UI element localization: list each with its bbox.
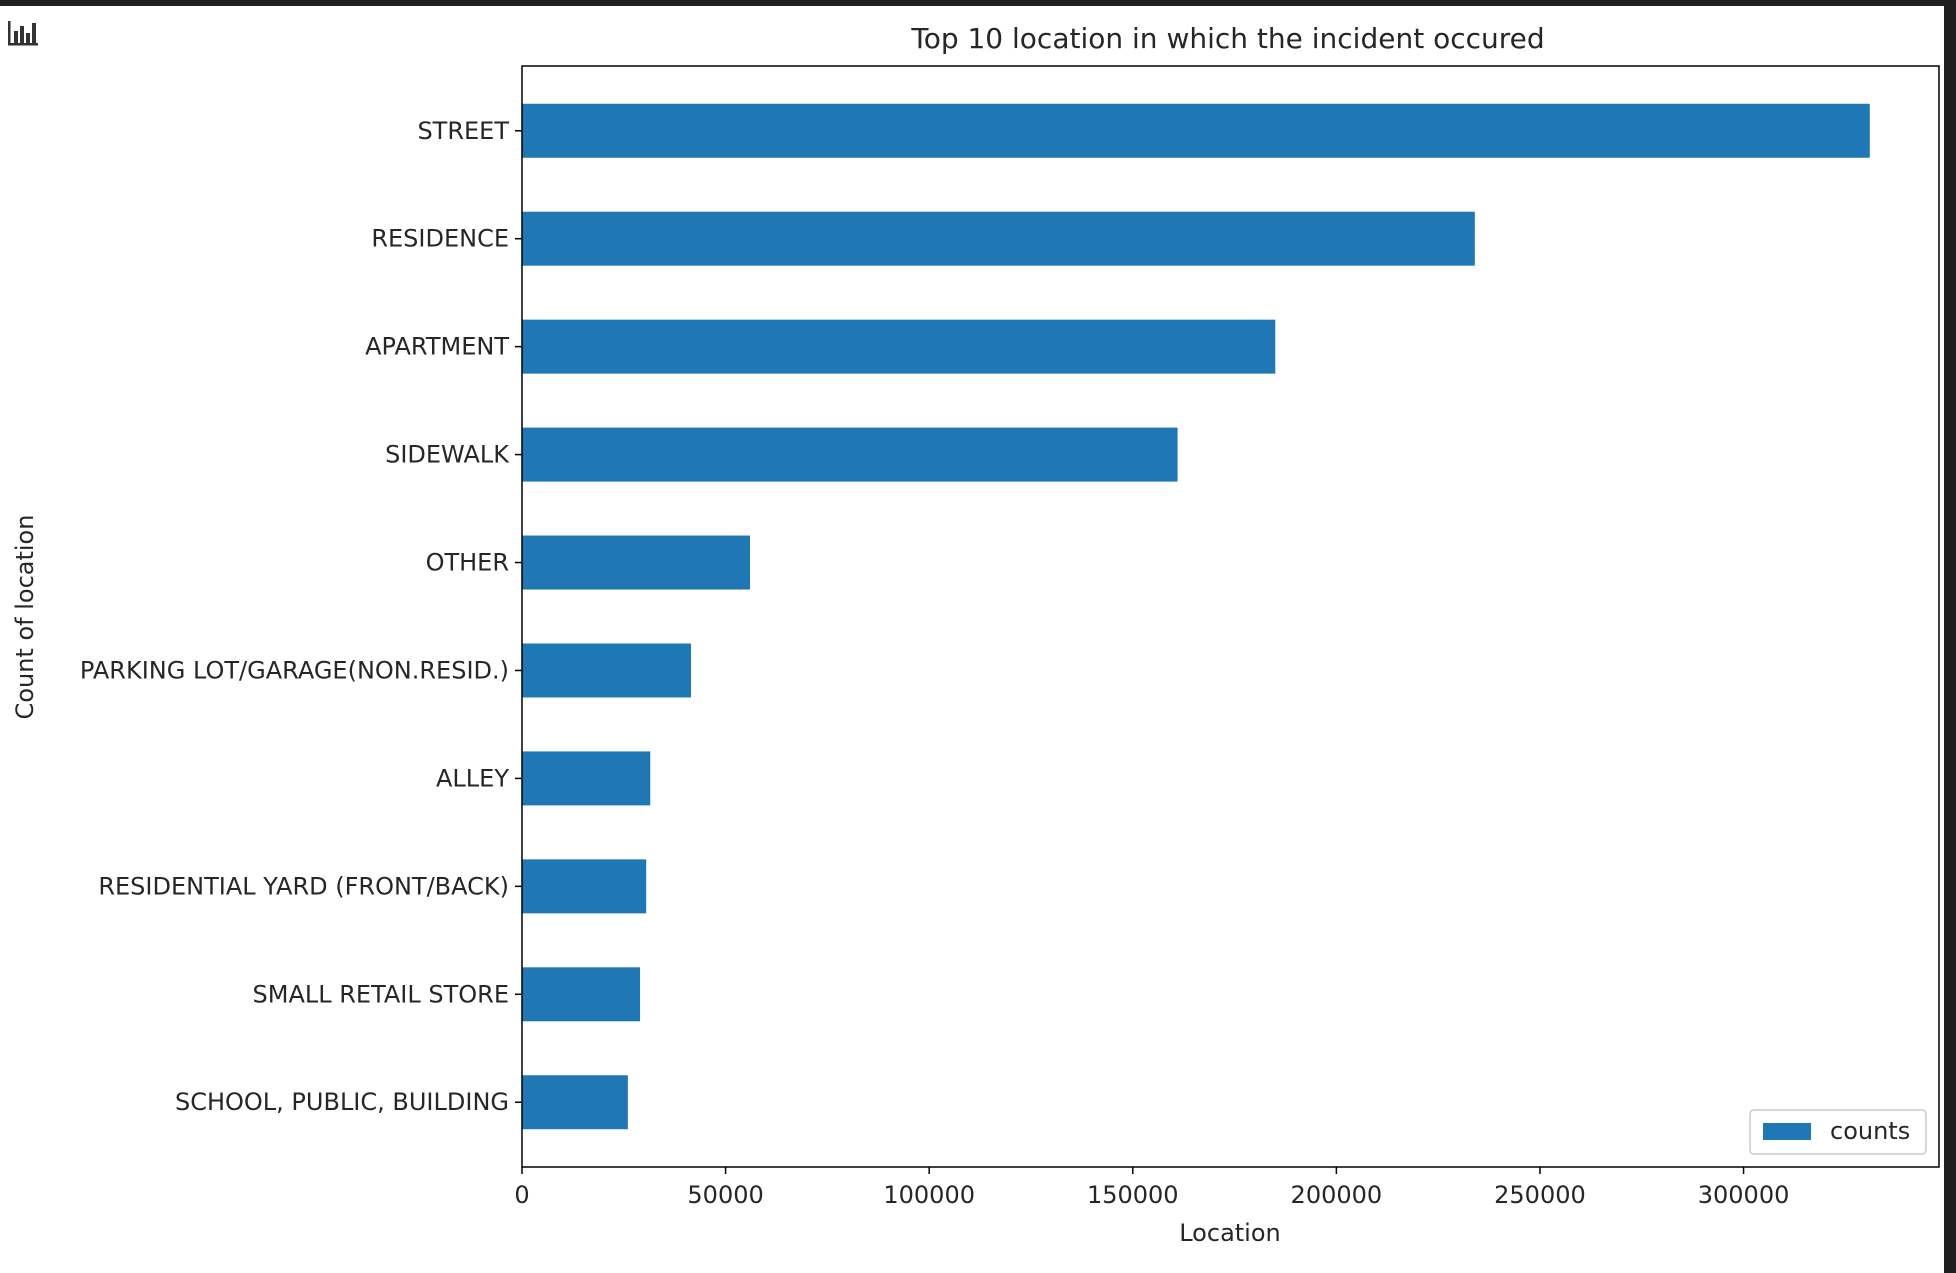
bar-7 bbox=[522, 859, 647, 914]
y-tick-label-5: PARKING LOT/GARAGE(NON.RESID.) bbox=[80, 656, 509, 684]
y-axis: STREET RESIDENCE APARTMENT SIDEWALK OTHER PAR… bbox=[80, 117, 522, 1116]
chart-title: Top 10 location in which the incident oc… bbox=[910, 22, 1544, 55]
bar-6 bbox=[522, 751, 651, 806]
y-axis-label: Count of location bbox=[11, 515, 39, 720]
bar-2 bbox=[522, 319, 1276, 374]
y-tick-label-0: STREET bbox=[417, 117, 509, 145]
y-tick-label-9: SCHOOL, PUBLIC, BUILDING bbox=[175, 1088, 509, 1116]
y-tick-label-3: SIDEWALK bbox=[385, 441, 510, 469]
bar-9 bbox=[522, 1075, 628, 1130]
x-tick-label-0: 0 bbox=[514, 1181, 529, 1209]
y-tick-label-6: ALLEY bbox=[436, 764, 509, 792]
legend: counts bbox=[1749, 1109, 1927, 1155]
y-tick-label-2: APARTMENT bbox=[365, 333, 509, 361]
x-tick-label-5: 250000 bbox=[1494, 1181, 1586, 1209]
x-tick-label-1: 50000 bbox=[687, 1181, 763, 1209]
y-tick-label-8: SMALL RETAIL STORE bbox=[253, 980, 510, 1008]
x-tick-label-4: 200000 bbox=[1291, 1181, 1383, 1209]
bar-1 bbox=[522, 211, 1475, 266]
bar-3 bbox=[522, 427, 1178, 482]
legend-frame bbox=[1749, 1109, 1927, 1155]
plot-frame bbox=[521, 65, 1940, 1168]
window-top-border bbox=[0, 0, 1956, 6]
bar-5 bbox=[522, 643, 691, 698]
x-axis-label: Location bbox=[1179, 1219, 1281, 1247]
x-tick-label-2: 100000 bbox=[883, 1181, 975, 1209]
x-tick-label-6: 300000 bbox=[1698, 1181, 1790, 1209]
bar-chart-icon[interactable] bbox=[6, 18, 40, 48]
window-scrollbar[interactable] bbox=[1944, 0, 1956, 1273]
bars-group bbox=[522, 103, 1870, 1130]
y-tick-label-4: OTHER bbox=[426, 549, 509, 577]
bar-4 bbox=[522, 535, 751, 590]
bar-0 bbox=[522, 103, 1870, 158]
legend-label-counts: counts bbox=[1830, 1117, 1910, 1145]
legend-swatch-counts bbox=[1763, 1123, 1811, 1140]
y-tick-label-7: RESIDENTIAL YARD (FRONT/BACK) bbox=[98, 872, 509, 900]
x-axis: 0 50000 100000 150000 200000 250000 300000 bbox=[514, 1167, 1789, 1209]
bar-8 bbox=[522, 967, 641, 1022]
x-tick-label-3: 150000 bbox=[1087, 1181, 1179, 1209]
y-tick-label-1: RESIDENCE bbox=[371, 225, 509, 253]
